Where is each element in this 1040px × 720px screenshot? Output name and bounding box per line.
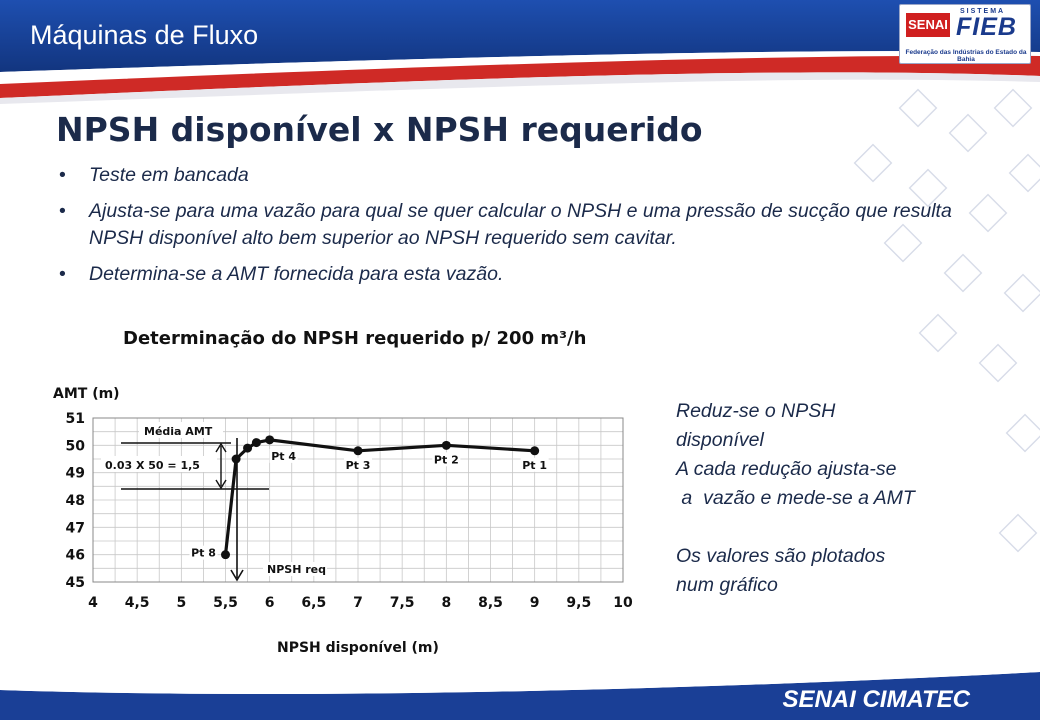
chart-grid: 45 46 47 48 49 50 51 4 4,5 5 5,5 6 6,5 7 7,5 8 8,5 9 9,5 10 [66, 411, 633, 611]
media-amt-label: Média AMT [144, 425, 213, 438]
y-tick-label: 50 [66, 438, 86, 454]
y-axis-label: AMT (m) [53, 386, 120, 402]
chart-point-labels: Pt 1 Pt 2 Pt 3 Pt 4 Pt 8 [189, 448, 549, 560]
point-label: Pt 2 [434, 453, 459, 466]
x-tick-label: 6 [265, 595, 275, 611]
side-text-line: a vazão e mede-se a AMT [676, 487, 915, 509]
y-tick-label: 48 [66, 493, 85, 509]
plot-frame [92, 417, 624, 583]
y-tick-label: 51 [66, 411, 85, 427]
side-text-line: disponível [676, 429, 764, 451]
x-tick-label: 8 [441, 595, 451, 611]
x-tick-label: 10 [613, 595, 633, 611]
x-tick-label: 8,5 [478, 595, 503, 611]
x-tick-label: 4,5 [125, 595, 150, 611]
data-point [251, 438, 261, 448]
point-label: Pt 8 [191, 547, 216, 560]
bullet-item: Ajusta-se para uma vazão para qual se qu… [57, 198, 1007, 252]
chart-series [221, 435, 540, 560]
footer-brand: SENAI CIMATEC [782, 686, 970, 713]
bullet-item: Teste em bancada [57, 162, 1007, 189]
point-label-bg [269, 448, 298, 463]
data-point [353, 446, 363, 456]
logo-fieb: FIEB [956, 13, 1017, 41]
side-text-line [676, 513, 1036, 542]
chart-background [35, 322, 657, 674]
x-tick-label: 5 [176, 595, 186, 611]
y-tick-label: 49 [66, 466, 85, 482]
side-text-line: Reduz-se o NPSH [676, 400, 836, 422]
x-tick-label: 9,5 [566, 595, 591, 611]
point-label-bg [432, 452, 461, 467]
formula-label: 0.03 X 50 = 1,5 [105, 459, 200, 472]
x-tick-label: 9 [530, 595, 540, 611]
point-label-bg [189, 545, 218, 560]
npsh-chart: Determinação do NPSH requerido p/ 200 m³… [35, 322, 657, 674]
y-tick-label: 47 [66, 520, 85, 536]
side-text-line: num gráfico [676, 574, 778, 596]
x-tick-label: 7 [353, 595, 363, 611]
y-tick-label: 46 [66, 548, 85, 564]
npsh-req-label: NPSH req [267, 563, 326, 576]
data-point [441, 440, 451, 450]
data-point [265, 435, 275, 445]
x-tick-label: 6,5 [301, 595, 326, 611]
x-tick-label: 5,5 [213, 595, 238, 611]
point-label-bg [344, 457, 372, 472]
senai-fieb-logo: SENAI SISTEMA FIEB Federação das Indústr… [899, 4, 1031, 64]
data-point [231, 454, 241, 464]
point-label: Pt 4 [271, 450, 296, 463]
data-point [530, 446, 540, 456]
side-text-line: Os valores são plotados [676, 545, 886, 567]
bullet-list: Teste em bancada Ajusta-se para uma vazã… [57, 162, 1007, 297]
slide-title: NPSH disponível x NPSH requerido [56, 110, 703, 149]
chart-title: Determinação do NPSH requerido p/ 200 m³… [123, 328, 586, 349]
bullet-item: Determina-se a AMT fornecida para esta v… [57, 261, 1007, 288]
data-point [243, 443, 253, 453]
logo-sistema: SISTEMA [960, 8, 1006, 15]
point-label: Pt 3 [346, 459, 371, 472]
x-tick-label: 4 [88, 595, 98, 611]
point-label-bg [520, 457, 549, 472]
side-text-line: A cada redução ajusta-se [676, 458, 897, 480]
point-label: Pt 1 [522, 459, 547, 472]
logo-subtitle: Federação das Indústrias do Estado da Ba… [905, 49, 1027, 63]
chart-annotations: Média AMT 0.03 X 50 = 1,5 NPSH req [101, 422, 327, 582]
y-tick-label: 45 [66, 575, 85, 591]
x-tick-label: 7,5 [390, 595, 415, 611]
data-point [221, 550, 230, 560]
header-title: Máquinas de Fluxo [30, 20, 259, 50]
side-text: Reduz-se o NPSH disponível A cada reduçã… [676, 397, 1036, 600]
logo-senai: SENAI [906, 13, 950, 37]
x-axis-label: NPSH disponível (m) [277, 640, 439, 656]
